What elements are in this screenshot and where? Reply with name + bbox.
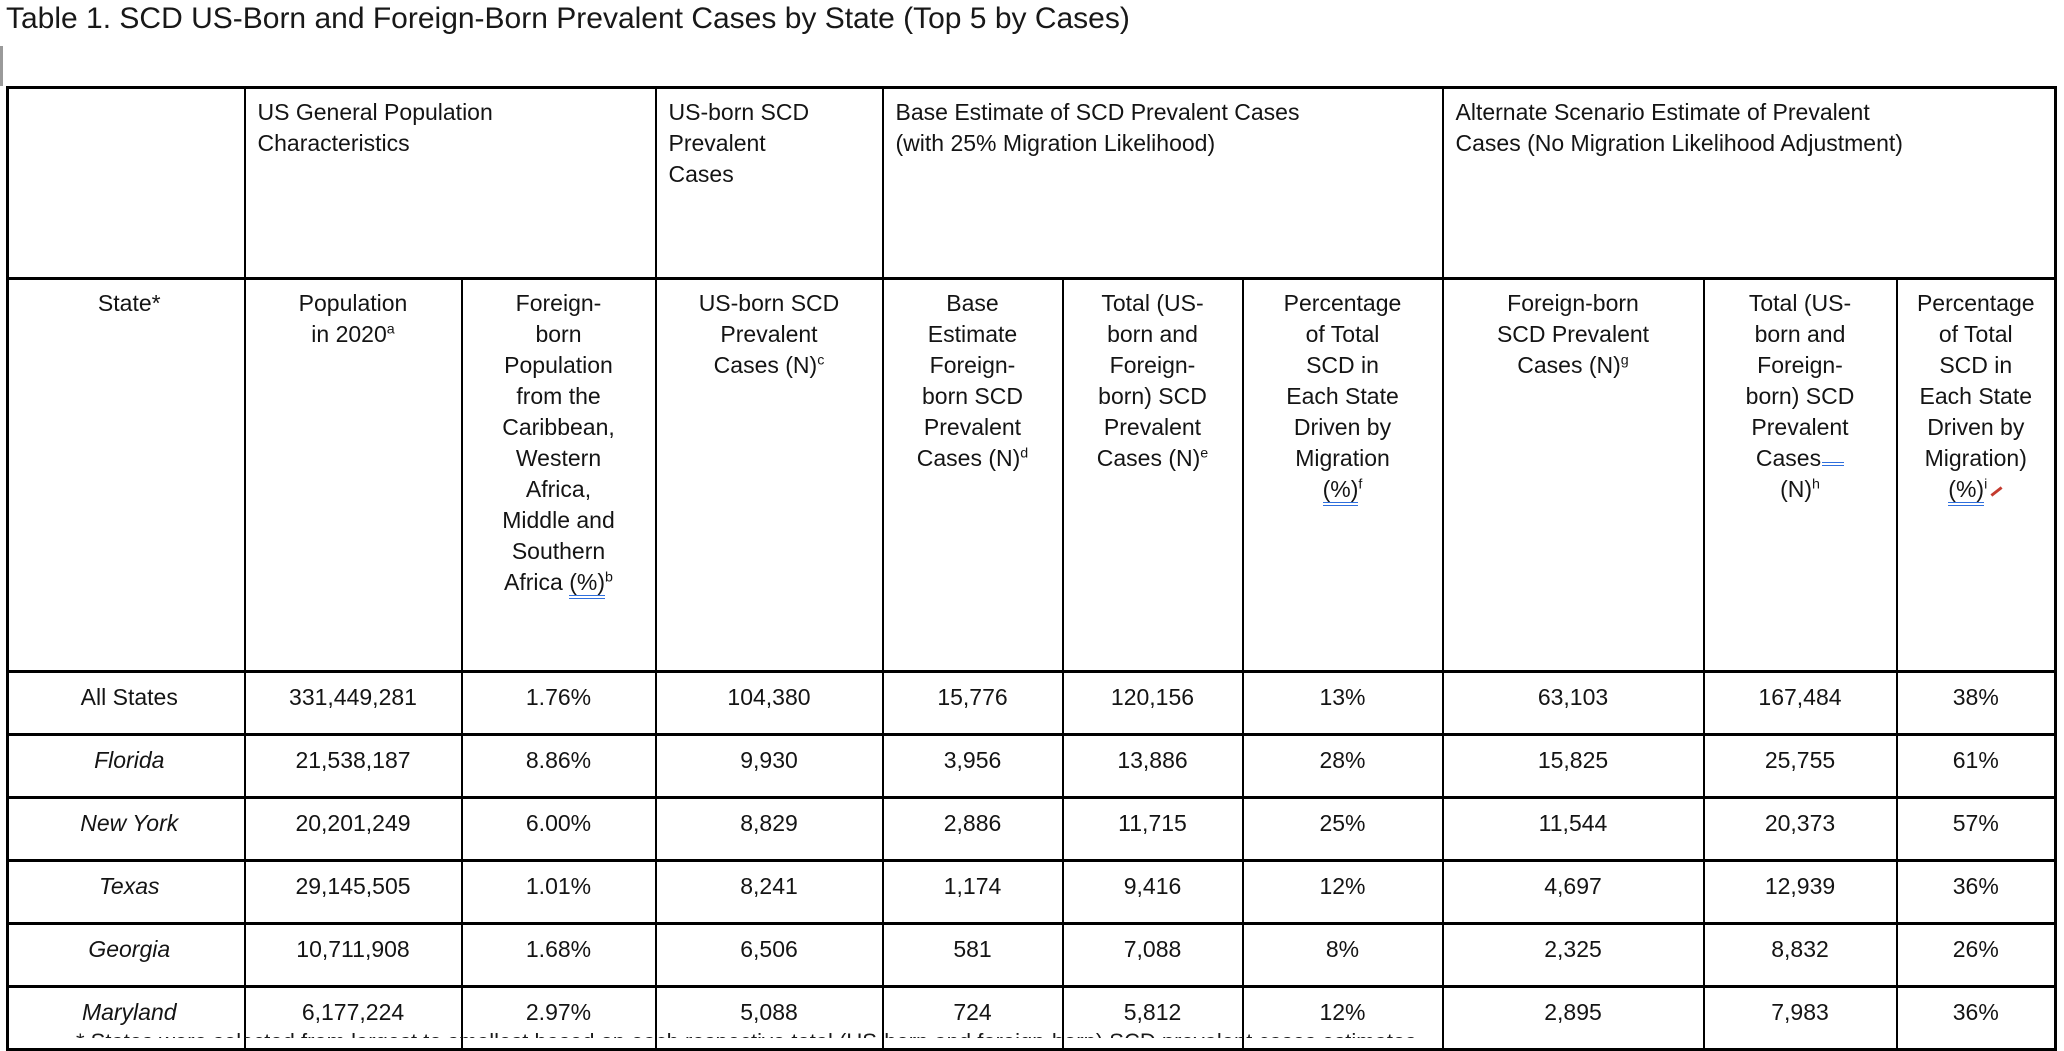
table-row: Georgia 10,711,908 1.68% 6,506 581 7,088… (6, 922, 2057, 988)
table-cell: 1.68% (460, 922, 657, 988)
table-cell: 20,373 (1702, 796, 1898, 862)
table-cell: 724 (881, 985, 1064, 1051)
table-cell: 13% (1241, 670, 1444, 736)
table-cell: 6,177,224 (243, 985, 463, 1051)
table-cell: 38% (1895, 670, 2057, 736)
table-cell: 36% (1895, 985, 2057, 1051)
table-row: Florida 21,538,187 8.86% 9,930 3,956 13,… (6, 733, 2057, 799)
col-header-base-foreign-cases: Base Estimate Foreign-born SCD Prevalent… (881, 277, 1064, 673)
table-cell: 26% (1895, 922, 2057, 988)
col-header-pct-migration-base: Percentage of Total SCD in Each State Dr… (1241, 277, 1444, 673)
group-header-alternate-scenario: Alternate Scenario Estimate of Prevalent… (1441, 86, 2057, 280)
col-header-total-alt-cases: Total (US-born and Foreign-born) SCD Pre… (1702, 277, 1898, 673)
table-cell: 8,832 (1702, 922, 1898, 988)
table-cell: 8,829 (654, 796, 884, 862)
table-cell: 3,956 (881, 733, 1064, 799)
table-title: Table 1. SCD US-Born and Foreign-Born Pr… (6, 2, 1130, 35)
table-cell: 8.86% (460, 733, 657, 799)
col-header-foreign-born-pct: Foreign-born Population from the Caribbe… (460, 277, 657, 673)
table-cell: 21,538,187 (243, 733, 463, 799)
table-row: Texas 29,145,505 1.01% 8,241 1,174 9,416… (6, 859, 2057, 925)
table-cell: 25,755 (1702, 733, 1898, 799)
state-cell: All States (6, 670, 246, 736)
table-cell: 12% (1241, 985, 1444, 1051)
table-cell: 11,715 (1061, 796, 1244, 862)
state-cell: Georgia (6, 922, 246, 988)
table-cell: 25% (1241, 796, 1444, 862)
table-cell: 7,983 (1702, 985, 1898, 1051)
table-row: New York 20,201,249 6.00% 8,829 2,886 11… (6, 796, 2057, 862)
state-cell: Maryland (6, 985, 246, 1051)
table-cell: 1.76% (460, 670, 657, 736)
grammar-underline-mark: (%) (1948, 476, 1985, 506)
table-cell: 20,201,249 (243, 796, 463, 862)
state-cell: New York (6, 796, 246, 862)
col-header-total-base-cases: Total (US-born and Foreign-born) SCD Pre… (1061, 277, 1244, 673)
group-header-empty (6, 86, 246, 280)
table-row: Maryland 6,177,224 2.97% 5,088 724 5,812… (6, 985, 2057, 1051)
table-cell: 1,174 (881, 859, 1064, 925)
table-cell: 2,895 (1441, 985, 1705, 1051)
text-cursor-artifact (0, 46, 3, 86)
spellcheck-mark (1990, 486, 2003, 497)
table-cell: 29,145,505 (243, 859, 463, 925)
table-cell: 15,825 (1441, 733, 1705, 799)
table-cell: 167,484 (1702, 670, 1898, 736)
table-cell: 6.00% (460, 796, 657, 862)
table-cell: 11,544 (1441, 796, 1705, 862)
col-header-pct-migration-alt: Percentage of Total SCD in Each State Dr… (1895, 277, 2057, 673)
table-cell: 2,325 (1441, 922, 1705, 988)
table-cell: 13,886 (1061, 733, 1244, 799)
table-cell: 28% (1241, 733, 1444, 799)
table-cell: 120,156 (1061, 670, 1244, 736)
column-header-row: State* Population in 2020a Foreign-born … (6, 277, 2057, 673)
grammar-underline-mark: (%) (569, 569, 606, 599)
table-cell: 9,416 (1061, 859, 1244, 925)
col-header-usborn-cases: US-born SCD Prevalent Cases (N)c (654, 277, 884, 673)
table-cell: 331,449,281 (243, 670, 463, 736)
col-header-foreign-cases-alt: Foreign-born SCD Prevalent Cases (N)g (1441, 277, 1705, 673)
grammar-underline-mark: (%) (1322, 476, 1359, 506)
table-cell: 15,776 (881, 670, 1064, 736)
group-header-usborn-scd: US-born SCD Prevalent Cases (654, 86, 884, 280)
table-cell: 63,103 (1441, 670, 1705, 736)
table-cell: 5,088 (654, 985, 884, 1051)
table-cell: 1.01% (460, 859, 657, 925)
table-cell: 9,930 (654, 733, 884, 799)
state-cell: Texas (6, 859, 246, 925)
table-cell: 2.97% (460, 985, 657, 1051)
table-cell: 61% (1895, 733, 2057, 799)
table-cell: 57% (1895, 796, 2057, 862)
table-cell: 8% (1241, 922, 1444, 988)
table-cell: 104,380 (654, 670, 884, 736)
table-cell: 581 (881, 922, 1064, 988)
footnote-clipped: * States were selected from largest to s… (0, 1027, 2064, 1038)
table-row: All States 331,449,281 1.76% 104,380 15,… (6, 670, 2057, 736)
table-cell: 7,088 (1061, 922, 1244, 988)
col-header-state: State* (6, 277, 246, 673)
group-header-row: US General Population Characteristics US… (6, 86, 2057, 280)
table-cell: 2,886 (881, 796, 1064, 862)
table-cell: 6,506 (654, 922, 884, 988)
table-cell: 8,241 (654, 859, 884, 925)
state-cell: Florida (6, 733, 246, 799)
table-cell: 36% (1895, 859, 2057, 925)
scd-prevalence-table: US General Population Characteristics US… (6, 86, 2058, 1051)
group-header-us-general: US General Population Characteristics (243, 86, 657, 280)
table-cell: 12,939 (1702, 859, 1898, 925)
table-cell: 4,697 (1441, 859, 1705, 925)
table-cell: 5,812 (1061, 985, 1244, 1051)
table-cell: 10,711,908 (243, 922, 463, 988)
group-header-base-estimate: Base Estimate of SCD Prevalent Cases (wi… (881, 86, 1444, 280)
table-cell: 12% (1241, 859, 1444, 925)
col-header-population: Population in 2020a (243, 277, 463, 673)
grammar-underline-mark (1822, 446, 1845, 466)
